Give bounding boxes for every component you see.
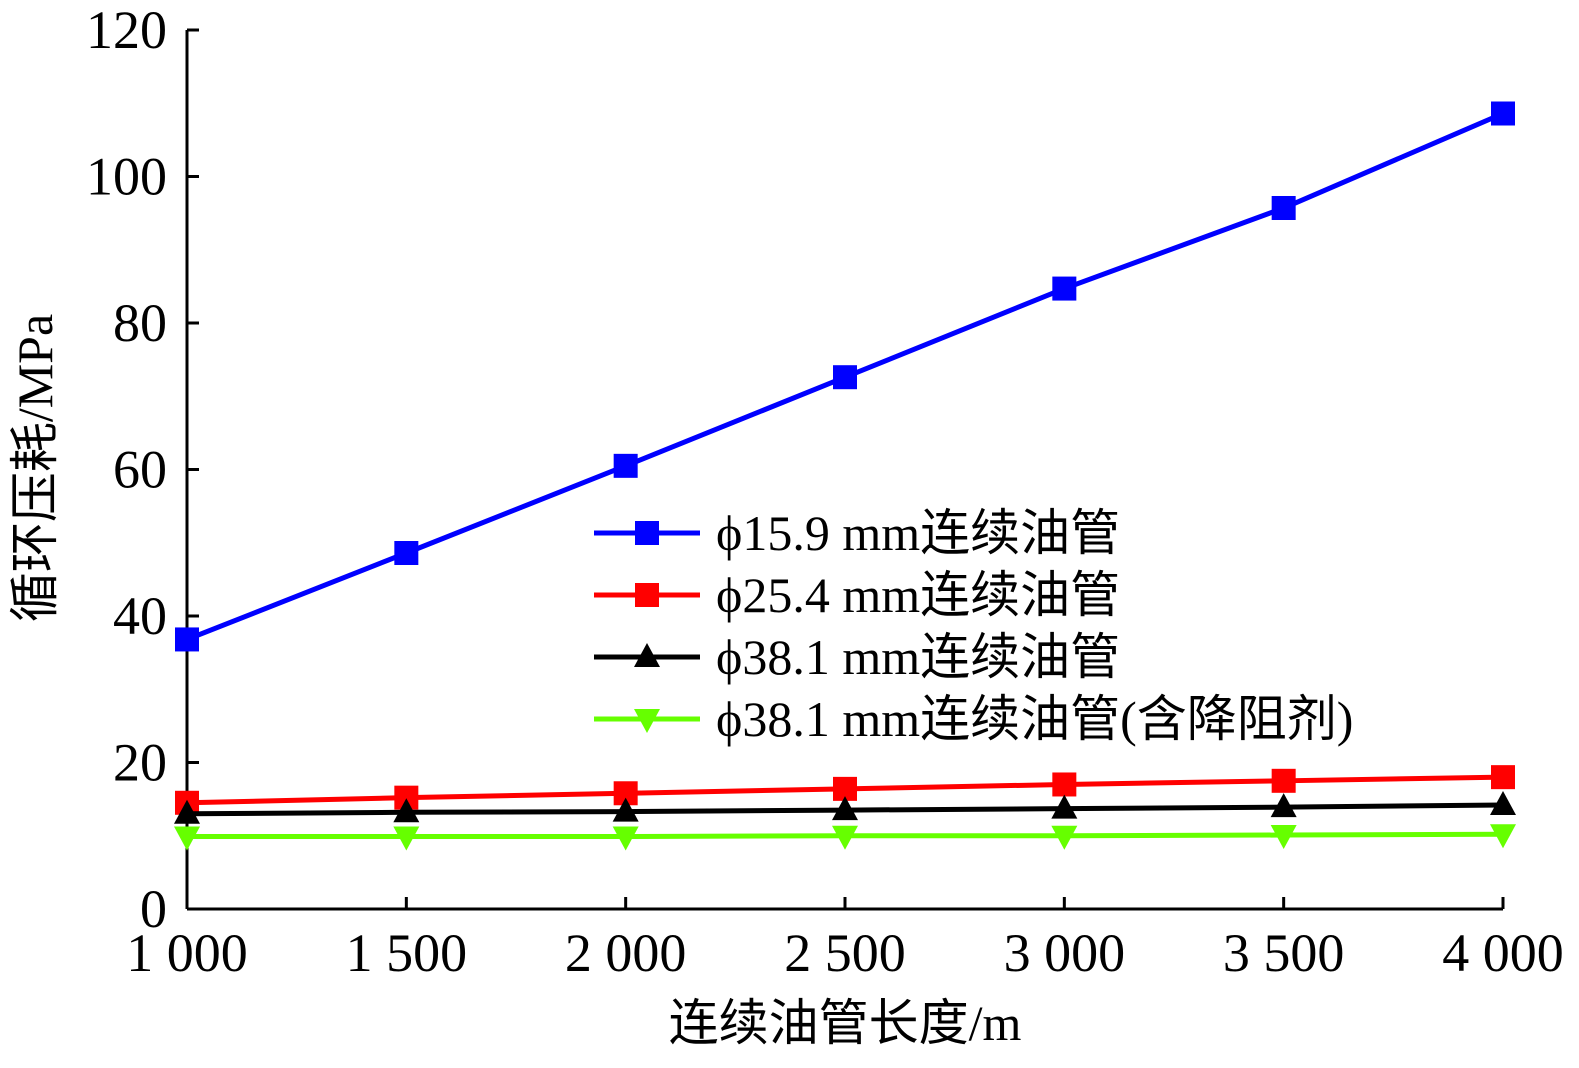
data-point bbox=[1271, 768, 1296, 793]
data-point bbox=[612, 797, 639, 822]
x-tick-label: 1 000 bbox=[126, 923, 248, 983]
series-group bbox=[174, 790, 1516, 824]
x-tick-label: 4 000 bbox=[1442, 923, 1564, 983]
x-tick-label: 1 500 bbox=[346, 923, 468, 983]
data-point bbox=[832, 796, 858, 821]
legend-label: ϕ25.4 mm连续油管 bbox=[716, 567, 1120, 623]
data-point bbox=[1052, 276, 1077, 301]
data-point bbox=[1271, 195, 1296, 220]
data-point bbox=[832, 825, 858, 850]
y-tick-label: 40 bbox=[113, 586, 167, 646]
series-group bbox=[174, 824, 1516, 851]
data-point bbox=[1491, 765, 1515, 790]
legend-label: ϕ15.9 mm连续油管 bbox=[716, 505, 1120, 561]
data-point bbox=[174, 799, 200, 824]
x-axis-title: 连续油管长度/m bbox=[669, 995, 1022, 1051]
data-point bbox=[1051, 825, 1078, 850]
data-point bbox=[613, 453, 638, 478]
data-point bbox=[175, 627, 199, 652]
legend-marker bbox=[634, 643, 660, 667]
legend-item: ϕ38.1 mm连续油管 bbox=[594, 629, 1120, 685]
data-point bbox=[1270, 793, 1297, 818]
data-point bbox=[394, 541, 419, 566]
data-point bbox=[393, 826, 420, 851]
data-point bbox=[1490, 824, 1516, 849]
y-axis-title: 循环压耗/MPa bbox=[7, 314, 63, 622]
legend-label: ϕ38.1 mm连续油管(含降阻剂) bbox=[716, 691, 1353, 747]
y-tick-label: 100 bbox=[86, 147, 167, 207]
data-point bbox=[833, 365, 857, 390]
data-point bbox=[1490, 790, 1516, 815]
axes: 0 20 40 60 80 100 120 1 000 1 500 2 000 2 500 3 000… bbox=[86, 0, 1564, 983]
data-point bbox=[1491, 101, 1515, 126]
data-point bbox=[1051, 794, 1078, 819]
y-tick-label: 120 bbox=[86, 0, 167, 60]
legend-marker bbox=[635, 583, 659, 607]
y-tick-label: 60 bbox=[113, 440, 167, 500]
x-tick-label: 3 000 bbox=[1004, 923, 1126, 983]
legend: ϕ15.9 mm连续油管 ϕ25.4 mm连续油管 ϕ38.1 mm连续油管 ϕ38.… bbox=[594, 505, 1353, 747]
legend-item: ϕ15.9 mm连续油管 bbox=[594, 505, 1120, 561]
y-tick-label: 20 bbox=[113, 733, 167, 793]
legend-item: ϕ38.1 mm连续油管(含降阻剂) bbox=[594, 691, 1353, 747]
x-tick-label: 2 500 bbox=[784, 923, 906, 983]
data-point bbox=[174, 826, 200, 851]
legend-label: ϕ38.1 mm连续油管 bbox=[716, 629, 1120, 685]
x-tick-label: 2 000 bbox=[565, 923, 687, 983]
data-point bbox=[1052, 772, 1077, 797]
series-layer bbox=[174, 101, 1516, 851]
data-point bbox=[393, 798, 420, 823]
series-group bbox=[175, 101, 1515, 652]
data-point bbox=[612, 826, 639, 851]
legend-item: ϕ25.4 mm连续油管 bbox=[594, 567, 1120, 623]
y-tick-label: 80 bbox=[113, 293, 167, 353]
x-tick-label: 3 500 bbox=[1223, 923, 1345, 983]
y-tick-label: 0 bbox=[140, 879, 167, 939]
legend-marker bbox=[635, 521, 659, 545]
data-point bbox=[1270, 825, 1297, 850]
legend-marker bbox=[634, 709, 660, 733]
